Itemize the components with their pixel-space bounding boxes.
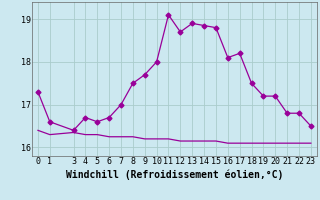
X-axis label: Windchill (Refroidissement éolien,°C): Windchill (Refroidissement éolien,°C) — [66, 169, 283, 180]
